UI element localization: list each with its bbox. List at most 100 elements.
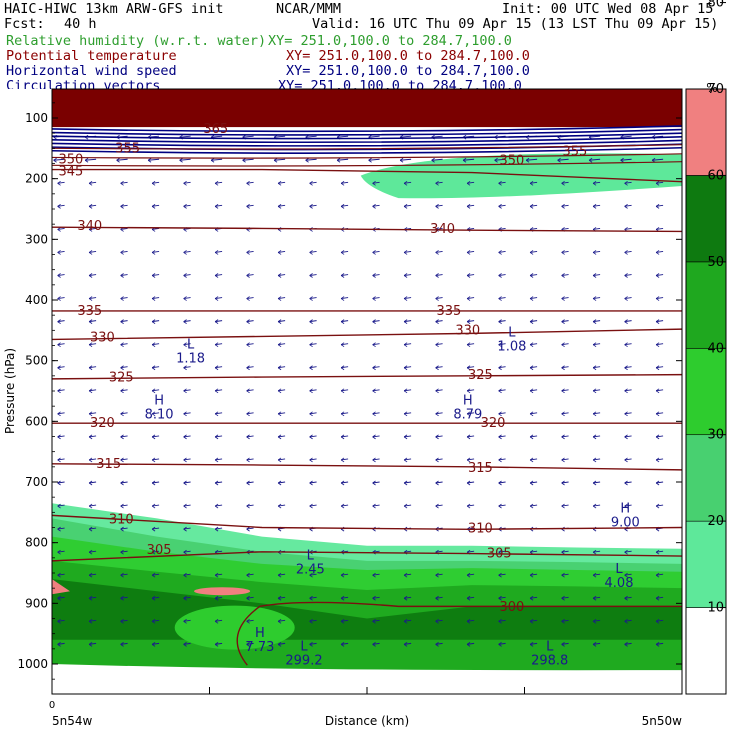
wind-vector: [57, 642, 65, 645]
wind-vector: [498, 550, 506, 553]
wind-arrowhead: [277, 480, 282, 486]
wind-arrowhead: [214, 595, 219, 601]
wind-arrowhead: [655, 434, 660, 440]
wind-arrowhead: [57, 480, 61, 486]
wind-vector: [309, 596, 317, 599]
wind-arrowhead: [403, 457, 408, 463]
wind-arrowhead: [309, 503, 313, 509]
wind-vector: [183, 343, 191, 346]
wind-vector: [246, 504, 254, 507]
wind-vector: [435, 366, 443, 369]
wind-vector: [620, 158, 632, 161]
wind-arrowhead: [529, 503, 534, 509]
wind-vector: [593, 227, 601, 230]
wind-vector: [120, 504, 128, 507]
wind-arrowhead: [309, 296, 313, 301]
wind-arrowhead: [277, 434, 282, 440]
wind-arrowhead: [309, 273, 313, 278]
wind-vector: [278, 412, 286, 415]
wind-arrowhead: [655, 457, 660, 463]
wind-vector: [341, 366, 349, 369]
wind-arrowhead: [88, 572, 93, 578]
wind-vector: [57, 274, 65, 276]
wind-arrowhead: [561, 480, 565, 486]
wind-arrowhead: [340, 250, 345, 255]
wind-vector: [467, 596, 475, 599]
y-tick-label: 800: [25, 536, 48, 550]
colorbar-swatch: [685, 520, 727, 608]
wind-vector: [183, 389, 191, 392]
wind-arrowhead: [151, 319, 156, 324]
wind-vector: [152, 343, 160, 346]
wind-vector: [152, 227, 160, 230]
wind-vector: [183, 204, 191, 207]
wind-arrowhead: [340, 572, 345, 578]
wind-arrowhead: [151, 549, 156, 555]
wind-vector: [372, 343, 380, 346]
wind-vector: [498, 412, 506, 415]
wind-vector: [120, 619, 128, 622]
wind-arrowhead: [88, 365, 93, 371]
wind-vector: [309, 642, 317, 645]
wind-vector: [89, 204, 97, 207]
wind-arrowhead: [557, 157, 561, 163]
wind-vector: [309, 458, 317, 461]
wind-vector: [404, 504, 412, 507]
wind-speed-contour: [51, 136, 683, 144]
wind-arrowhead: [466, 642, 471, 647]
wind-arrowhead: [214, 319, 219, 324]
y-tick-label: 700: [25, 475, 48, 489]
wind-vector: [593, 274, 601, 276]
wind-vector: [561, 642, 569, 645]
wind-vector: [57, 573, 65, 576]
wind-arrowhead: [498, 388, 502, 394]
colorbar-tick-label: 50: [707, 255, 724, 270]
wind-vector: [593, 596, 601, 599]
wind-vector: [624, 274, 632, 276]
wind-vector: [341, 458, 349, 461]
wind-arrowhead: [655, 618, 660, 624]
wind-vector: [498, 435, 506, 438]
wind-vector: [120, 343, 128, 346]
y-tick-label: 100: [25, 111, 48, 125]
wind-arrowhead: [435, 411, 439, 417]
wind-arrowhead: [403, 296, 408, 301]
wind-vector: [467, 550, 475, 553]
wind-arrowhead: [403, 319, 408, 324]
wind-vector: [215, 527, 223, 530]
wind-vector: [246, 297, 254, 300]
extremum-marker: L: [300, 640, 308, 655]
isentrope-upper: [51, 161, 683, 167]
wind-arrowhead: [84, 157, 89, 163]
x-tick-label: 0: [49, 700, 55, 711]
wind-arrowhead: [246, 480, 250, 486]
wind-vector: [435, 573, 443, 576]
y-tick-label: 300: [25, 232, 48, 246]
wind-arrowhead: [655, 572, 660, 578]
extremum-value: 9.00: [611, 515, 640, 530]
wind-arrowhead: [620, 157, 624, 163]
wind-arrowhead: [498, 595, 502, 601]
isentrope-330: [51, 328, 683, 341]
wind-vector: [309, 204, 317, 207]
isentrope-label: 305: [147, 543, 172, 558]
wind-arrowhead: [529, 365, 534, 371]
wind-arrowhead: [120, 595, 124, 601]
wind-vector: [372, 297, 380, 300]
wind-vector: [467, 343, 475, 346]
wind-arrowhead: [277, 411, 282, 417]
x-right-endpoint: 5n50w: [642, 714, 683, 728]
wind-arrowhead: [592, 549, 597, 555]
wind-arrowhead: [372, 503, 376, 509]
wind-arrowhead: [466, 503, 471, 509]
wind-arrowhead: [466, 250, 471, 255]
wind-arrowhead: [214, 457, 219, 463]
wind-arrowhead: [529, 388, 534, 394]
wind-vector: [57, 527, 65, 530]
wind-arrowhead: [498, 296, 502, 301]
wind-vector: [561, 181, 569, 184]
wind-arrowhead: [277, 365, 282, 371]
wind-vector: [152, 642, 160, 645]
wind-vector: [561, 227, 569, 230]
